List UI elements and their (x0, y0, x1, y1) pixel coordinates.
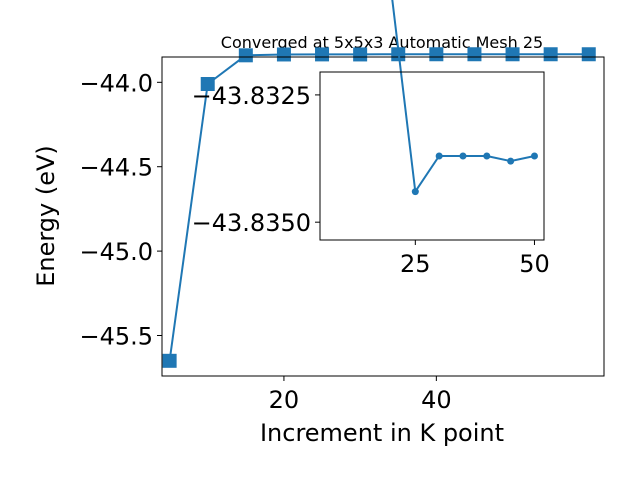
y-tick-label: −45.0 (79, 238, 153, 266)
inset-plot-frame (319, 71, 545, 241)
inset-plot: 25 50 −43.8350 −43.8325 (192, 0, 550, 278)
data-point-marker (200, 77, 215, 92)
data-point-marker (315, 47, 330, 62)
data-point-marker (459, 152, 467, 160)
inset-background (319, 71, 545, 241)
inset-y-ticks: −43.8350 −43.8325 (192, 82, 320, 237)
chart-title: Converged at 5x5x3 Automatic Mesh 25 (221, 33, 543, 52)
data-point-marker (530, 152, 538, 160)
y-tick-label: −44.0 (79, 69, 153, 97)
data-point-marker (353, 47, 368, 62)
data-point-marker (411, 188, 419, 196)
data-point-marker (507, 157, 515, 165)
data-point-marker (581, 47, 596, 62)
y-tick-label: −44.5 (79, 154, 153, 182)
data-point-marker (276, 47, 291, 62)
data-point-marker (467, 47, 482, 62)
y-tick-label: −43.8350 (192, 209, 311, 237)
inset-series (391, 0, 538, 196)
data-point-marker (505, 47, 520, 62)
data-point-marker (543, 47, 558, 62)
main-y-ticks: −44.0 −44.5 −45.0 −45.5 (79, 69, 162, 350)
data-point-marker (238, 48, 253, 63)
main-x-ticks: 20 40 (269, 376, 452, 414)
data-point-marker (483, 152, 491, 160)
x-tick-label: 20 (269, 386, 300, 414)
data-point-marker (429, 47, 444, 62)
x-tick-label: 40 (421, 386, 452, 414)
y-tick-label: −45.5 (79, 322, 153, 350)
x-axis-label: Increment in K point (260, 419, 504, 447)
main-plot: Converged at 5x5x3 Automatic Mesh 25 20 4… (32, 33, 605, 447)
x-tick-label: 25 (400, 250, 431, 278)
data-point-marker (435, 152, 443, 160)
x-tick-label: 50 (519, 250, 550, 278)
data-point-marker (162, 353, 177, 368)
main-series (162, 47, 596, 368)
y-tick-label: −43.8325 (192, 82, 311, 110)
inset-x-ticks: 25 50 (400, 240, 550, 278)
y-axis-label: Energy (eV) (32, 145, 60, 287)
main-plot-frame (161, 56, 605, 377)
